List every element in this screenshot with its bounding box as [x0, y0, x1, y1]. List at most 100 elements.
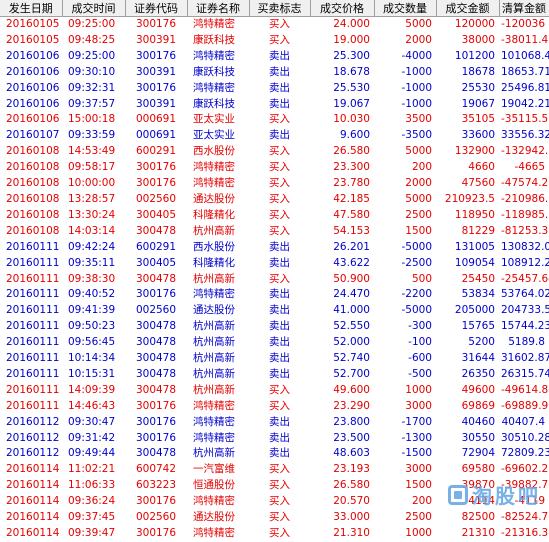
- cell-code: 300405: [135, 256, 177, 269]
- cell-side: 买入: [269, 177, 290, 190]
- table-row[interactable]: 20160111 14:46:43 300176 鸿特精密 买入 23.290 3000 69…: [0, 399, 549, 415]
- cell-time: 09:37:57: [68, 97, 116, 110]
- cell-time: 14:09:39: [68, 383, 116, 396]
- cell-time: 10:14:34: [68, 352, 116, 365]
- table-row[interactable]: 20160111 10:14:34 300478 杭州高新 卖出 52.740 -600 31…: [0, 351, 549, 367]
- column-header-amount[interactable]: 成交金额: [436, 0, 500, 17]
- column-header-settlement[interactable]: 清算金额: [499, 0, 549, 17]
- table-row[interactable]: 20160108 10:00:00 300176 鸿特精密 买入 23.780 2000 47…: [0, 176, 549, 192]
- table-row[interactable]: 20160111 09:40:52 300176 鸿特精密 卖出 24.470 -2200 5…: [0, 287, 549, 303]
- cell-price: 19.067: [333, 97, 370, 110]
- column-header-time[interactable]: 成交时间: [62, 0, 126, 17]
- cell-date: 20160106: [6, 81, 60, 94]
- table-row[interactable]: 20160108 13:28:57 002560 通达股份 买入 42.185 5000 21…: [0, 192, 549, 208]
- cell-code: 600742: [135, 463, 177, 476]
- table-row[interactable]: 20160105 09:48:25 300391 康跃科技 买入 19.000 2000 38…: [0, 33, 549, 49]
- column-header-quantity[interactable]: 成交数量: [374, 0, 437, 17]
- table-row[interactable]: 20160106 15:00:18 000691 亚太实业 买入 10.030 3500 35…: [0, 112, 549, 128]
- table-row[interactable]: 20160111 09:56:45 300478 杭州高新 卖出 52.000 -100 52…: [0, 335, 549, 351]
- cell-name: 杭州高新: [193, 224, 235, 237]
- cell-time: 09:33:59: [68, 129, 116, 142]
- cell-side: 买入: [269, 18, 290, 30]
- cell-date: 20160108: [6, 208, 60, 221]
- cell-settlement: -132942.5: [501, 145, 549, 158]
- table-row[interactable]: 20160108 14:53:49 600291 西水股份 买入 26.580 5000 13…: [0, 144, 549, 160]
- table-row[interactable]: 20160108 13:30:24 300405 科隆精化 买入 47.580 2500 11…: [0, 208, 549, 224]
- cell-settlement: 19042.21: [501, 97, 549, 110]
- cell-name: 康跃科技: [193, 33, 235, 46]
- table-row[interactable]: 20160111 10:15:31 300478 杭州高新 卖出 52.700 -500 26…: [0, 367, 549, 383]
- cell-name: 通达股份: [193, 304, 235, 317]
- table-row[interactable]: 20160111 09:35:11 300405 科隆精化 卖出 43.622 -2500 1…: [0, 256, 549, 272]
- cell-settlement: 5189.8: [508, 336, 545, 349]
- table-row[interactable]: 20160114 11:06:33 603223 恒通股份 买入 26.580 1500 39…: [0, 478, 549, 494]
- column-header-code[interactable]: 证券代码: [125, 0, 188, 17]
- cell-code: 300478: [135, 383, 177, 396]
- cell-code: 300176: [135, 415, 177, 428]
- cell-quantity: 5000: [405, 192, 432, 205]
- table-row[interactable]: 20160114 11:02:21 600742 一汽富维 买入 23.193 3000 69…: [0, 462, 549, 478]
- table-row[interactable]: 20160108 14:03:14 300478 杭州高新 买入 54.153 1500 81…: [0, 224, 549, 240]
- cell-settlement: -39882.76: [501, 479, 549, 492]
- column-header-name[interactable]: 证券名称: [187, 0, 250, 17]
- table-row[interactable]: 20160112 09:31:42 300176 鸿特精密 卖出 23.500 -1300 3…: [0, 431, 549, 447]
- cell-date: 20160106: [6, 49, 60, 62]
- cell-amount: 39870: [461, 479, 495, 492]
- cell-code: 300478: [135, 367, 177, 380]
- cell-side: 卖出: [269, 367, 290, 380]
- table-row[interactable]: 20160111 14:09:39 300478 杭州高新 买入 49.600 1000 49…: [0, 383, 549, 399]
- cell-price: 33.000: [333, 511, 370, 524]
- table-row[interactable]: 20160112 09:30:47 300176 鸿特精密 卖出 23.800 -1700 4…: [0, 415, 549, 431]
- table-row[interactable]: 20160105 09:25:00 300176 鸿特精密 买入 24.000 5000 12…: [0, 17, 549, 33]
- cell-settlement: 26315.74: [501, 367, 549, 380]
- cell-quantity: -1000: [401, 65, 432, 78]
- watermark: 淘股吧: [448, 480, 541, 509]
- cell-time: 09:37:45: [68, 511, 116, 524]
- cell-time: 09:42:24: [68, 240, 116, 253]
- cell-date: 20160111: [6, 383, 60, 396]
- cell-settlement: 72809.23: [501, 447, 549, 460]
- table-row[interactable]: 20160106 09:30:10 300391 康跃科技 卖出 18.678 -1000 1…: [0, 65, 549, 81]
- cell-side: 卖出: [269, 304, 290, 317]
- cell-code: 300478: [135, 447, 177, 460]
- header-row: 发生日期 成交时间 证券代码 证券名称 买卖标志 成交价格 成交数量 成交金额 …: [0, 0, 549, 17]
- column-header-price[interactable]: 成交价格: [310, 0, 375, 17]
- cell-settlement: 18653.71: [501, 65, 549, 78]
- table-row[interactable]: 20160108 09:58:17 300176 鸿特精密 买入 23.300 200 466…: [0, 160, 549, 176]
- table-row[interactable]: 20160111 09:41:39 002560 通达股份 卖出 41.000 -5000 2…: [0, 303, 549, 319]
- cell-name: 杭州高新: [193, 367, 235, 380]
- table-row[interactable]: 20160112 09:49:44 300478 杭州高新 卖出 48.603 -1500 7…: [0, 446, 549, 462]
- cell-price: 24.000: [333, 18, 370, 30]
- table-row[interactable]: 20160111 09:38:30 300478 杭州高新 买入 50.900 500 254…: [0, 272, 549, 288]
- cell-price: 50.900: [333, 272, 370, 285]
- column-header-date[interactable]: 发生日期: [0, 0, 63, 17]
- table-row[interactable]: 20160106 09:32:31 300176 鸿特精密 卖出 25.530 -1000 2…: [0, 81, 549, 97]
- cell-date: 20160112: [6, 447, 60, 460]
- table-row[interactable]: 20160114 09:39:47 300176 鸿特精密 买入 21.310 1000 21…: [0, 526, 549, 542]
- table-row[interactable]: 20160106 09:25:00 300176 鸿特精密 卖出 25.300 -4000 1…: [0, 49, 549, 65]
- table-row[interactable]: 20160114 09:36:24 300176 鸿特精密 买入 20.570 200 411…: [0, 494, 549, 510]
- cell-code: 300176: [135, 49, 177, 62]
- cell-settlement: -47574.27: [501, 177, 549, 190]
- cell-amount: 26350: [461, 367, 495, 380]
- table-row[interactable]: 20160114 09:37:45 002560 通达股份 买入 33.000 2500 82…: [0, 510, 549, 526]
- cell-amount: 132900: [454, 145, 495, 158]
- table-row[interactable]: 20160111 09:42:24 600291 西水股份 卖出 26.201 -5000 1…: [0, 240, 549, 256]
- cell-date: 20160111: [6, 240, 60, 253]
- cell-amount: 53834: [461, 288, 495, 301]
- column-header-side[interactable]: 买卖标志: [249, 0, 311, 17]
- table-row[interactable]: 20160107 09:33:59 000691 亚太实业 卖出 9.600 -3500 33…: [0, 128, 549, 144]
- cell-price: 26.201: [333, 240, 370, 253]
- cell-price: 23.500: [333, 431, 370, 444]
- cell-price: 41.000: [333, 304, 370, 317]
- cell-date: 20160108: [6, 161, 60, 174]
- cell-date: 20160105: [6, 33, 60, 46]
- cell-amount: 31644: [461, 352, 495, 365]
- cell-date: 20160108: [6, 224, 60, 237]
- table-row[interactable]: 20160106 09:37:57 300391 康跃科技 卖出 19.067 -1000 1…: [0, 97, 549, 113]
- table-row[interactable]: 20160111 09:50:23 300478 杭州高新 卖出 52.550 -300 15…: [0, 319, 549, 335]
- cell-settlement: -81253.37: [501, 224, 549, 237]
- cell-time: 09:25:00: [68, 18, 116, 30]
- cell-date: 20160111: [6, 320, 60, 333]
- cell-side: 买入: [269, 113, 290, 126]
